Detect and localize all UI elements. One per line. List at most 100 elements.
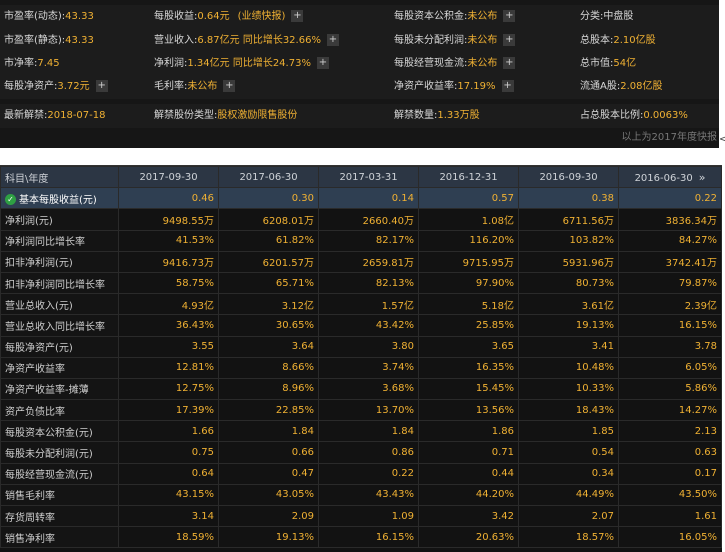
table-row[interactable]: 每股未分配利润(元) 0.75 0.66 0.86 0.71 0.54 0.63	[0, 441, 722, 464]
table-cell: 6201.57万	[218, 250, 319, 273]
row-label[interactable]: 销售毛利率	[0, 483, 119, 507]
double-chevron-right-icon[interactable]: »	[698, 170, 706, 184]
table-cell: 9715.95万	[418, 250, 519, 273]
plus-icon[interactable]: +	[503, 57, 516, 69]
table-row[interactable]: 净资产收益率-摊薄 12.75% 8.96% 3.68% 15.45% 10.33% 5.8…	[0, 377, 722, 401]
table-row[interactable]: 销售毛利率 43.15% 43.05% 43.43% 44.20% 44.49% 43.50…	[0, 483, 722, 507]
table-cell: 6711.56万	[518, 208, 619, 231]
summary-label: 每股收益:	[154, 11, 198, 22]
table-cell: 2659.81万	[318, 250, 419, 273]
column-header[interactable]: 2017-06-30	[218, 165, 319, 189]
summary-label: 净资产收益率:	[394, 81, 458, 92]
column-header[interactable]: 2016-09-30	[518, 165, 619, 189]
summary-label: 市盈率(静态):	[4, 35, 66, 46]
table-row[interactable]: 营业总收入同比增长率 36.43% 30.65% 43.42% 25.85% 19.13%…	[0, 314, 722, 337]
table-row[interactable]: ✓ 基本每股收益(元) 0.46 0.30 0.14 0.57 0.38 0.22	[0, 187, 722, 210]
table-cell: 0.54	[518, 441, 619, 464]
row-label[interactable]: 营业总收入(元)	[0, 293, 119, 316]
table-row[interactable]: 销售净利率 18.59% 19.13% 16.15% 20.63% 18.57% 16.05…	[0, 526, 722, 549]
plus-icon[interactable]: +	[501, 80, 514, 92]
table-row[interactable]: 营业总收入(元) 4.93亿 3.12亿 1.57亿 5.18亿 3.61亿 2.39亿	[0, 293, 722, 316]
table-cell: 3.65	[418, 335, 519, 358]
row-label-text: 净利润同比增长率	[5, 237, 85, 249]
table-row[interactable]: 净利润同比增长率 41.53% 61.82% 82.17% 116.20% 103.82%…	[0, 229, 722, 252]
row-label[interactable]: 营业总收入同比增长率	[0, 314, 119, 337]
table-cell: 3.80	[318, 335, 419, 358]
summary-label: 每股资本公积金:	[394, 11, 468, 22]
column-header[interactable]: 2016-12-31	[418, 165, 519, 189]
table-cell: 19.13%	[518, 314, 619, 337]
table-cell: 17.39%	[118, 399, 219, 422]
table-cell: 3.78	[618, 335, 722, 358]
table-cell: 61.82%	[218, 229, 319, 252]
row-label[interactable]: 净资产收益率	[0, 356, 119, 379]
row-label[interactable]: 扣非净利润同比增长率	[0, 271, 119, 295]
plus-icon[interactable]: +	[503, 34, 516, 46]
summary-label: 最新解禁:	[4, 110, 48, 121]
plus-icon[interactable]: +	[316, 57, 329, 69]
summary-row: 每股净资产:3.72元 + 毛利率:未公布 + 净资产收益率:17.19% + 流通A股:2…	[0, 75, 719, 99]
row-label[interactable]: ✓ 基本每股收益(元)	[0, 187, 119, 210]
row-label[interactable]: 每股未分配利润(元)	[0, 441, 119, 464]
plus-icon[interactable]: +	[223, 80, 236, 92]
table-cell: 6.05%	[618, 356, 722, 379]
row-label[interactable]: 净资产收益率-摊薄	[0, 377, 119, 401]
summary-extra: (业绩快报)	[237, 11, 286, 22]
summary-label: 分类:	[580, 11, 604, 22]
plus-icon[interactable]: +	[503, 10, 516, 22]
row-label[interactable]: 资产负债比率	[0, 399, 119, 422]
summary-value: 未公布	[467, 11, 498, 22]
summary-cell: 每股未分配利润:未公布 +	[394, 29, 516, 53]
column-header[interactable]: 2017-03-31	[318, 165, 419, 189]
table-cell: 0.30	[218, 187, 319, 210]
table-row[interactable]: 存货周转率 3.14 2.09 1.09 3.42 2.07 1.61	[0, 504, 722, 528]
summary-label: 市净率:	[4, 58, 38, 69]
table-cell: 82.17%	[318, 229, 419, 252]
table-row[interactable]: 净资产收益率 12.81% 8.66% 3.74% 16.35% 10.48% 6.05%	[0, 356, 722, 379]
table-cell: 15.45%	[418, 377, 519, 401]
table-cell: 0.75	[118, 441, 219, 464]
table-cell: 2660.40万	[318, 208, 419, 231]
row-label[interactable]: 每股资本公积金(元)	[0, 420, 119, 443]
table-cell: 0.63	[618, 441, 722, 464]
column-header[interactable]: 2016-06-30 »	[618, 165, 722, 189]
table-cell: 1.86	[418, 420, 519, 443]
table-cell: 0.34	[518, 462, 619, 485]
table-row[interactable]: 扣非净利润同比增长率 58.75% 65.71% 82.13% 97.90% 80.73%…	[0, 271, 722, 295]
plus-icon[interactable]: +	[326, 34, 339, 46]
summary-cell: 市盈率(静态):43.33	[4, 29, 94, 53]
table-cell: 12.81%	[118, 356, 219, 379]
plus-icon[interactable]: +	[291, 10, 304, 22]
row-label[interactable]: 净利润同比增长率	[0, 229, 119, 252]
summary-value: 未公布	[467, 35, 498, 46]
table-row[interactable]: 每股资本公积金(元) 1.66 1.84 1.84 1.86 1.85 2.13	[0, 420, 722, 443]
summary-value: 2.10亿股	[613, 35, 656, 46]
row-label[interactable]: 扣非净利润(元)	[0, 250, 119, 273]
summary-label: 每股经营现金流:	[394, 58, 468, 69]
column-header[interactable]: 2017-09-30	[118, 165, 219, 189]
table-row[interactable]: 净利润(元) 9498.55万 6208.01万 2660.40万 1.08亿 6711.…	[0, 208, 722, 231]
row-label[interactable]: 每股经营现金流(元)	[0, 462, 119, 485]
table-cell: 8.96%	[218, 377, 319, 401]
row-label-text: 净利润(元)	[5, 215, 53, 227]
table-row[interactable]: 扣非净利润(元) 9416.73万 6201.57万 2659.81万 9715.95万…	[0, 250, 722, 273]
plus-icon[interactable]: +	[95, 80, 108, 92]
table-cell: 6208.01万	[218, 208, 319, 231]
table-cell: 0.22	[318, 462, 419, 485]
row-label[interactable]: 销售净利率	[0, 526, 119, 549]
row-label[interactable]: 每股净资产(元)	[0, 335, 119, 358]
row-label-text: 基本每股收益(元)	[19, 194, 97, 206]
table-cell: 3.41	[518, 335, 619, 358]
table-cell: 1.66	[118, 420, 219, 443]
table-row[interactable]: 每股经营现金流(元) 0.64 0.47 0.22 0.44 0.34 0.17	[0, 462, 722, 485]
summary-label: 总市值:	[580, 58, 614, 69]
table-row[interactable]: 资产负债比率 17.39% 22.85% 13.70% 13.56% 18.43% 14.2…	[0, 399, 722, 422]
row-label[interactable]: 存货周转率	[0, 504, 119, 528]
table-cell: 3.64	[218, 335, 319, 358]
summary-label: 每股净资产:	[4, 81, 58, 92]
row-label[interactable]: 净利润(元)	[0, 208, 119, 231]
table-cell: 58.75%	[118, 271, 219, 295]
summary-value: 中盘股	[603, 11, 634, 22]
table-row[interactable]: 每股净资产(元) 3.55 3.64 3.80 3.65 3.41 3.78	[0, 335, 722, 358]
table-cell: 22.85%	[218, 399, 319, 422]
